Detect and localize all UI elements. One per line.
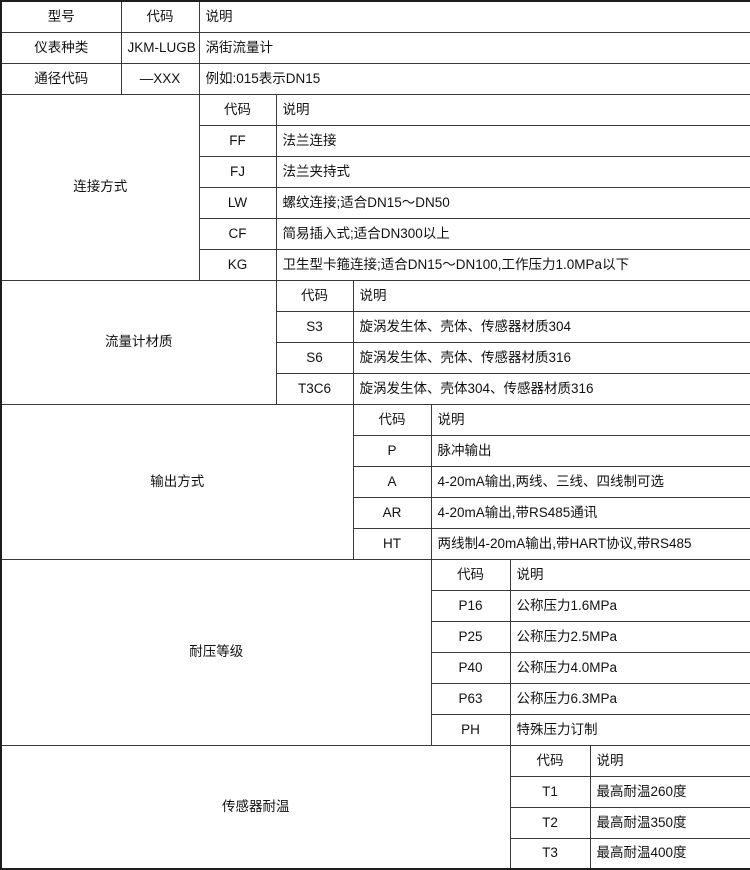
option-code: PH [430,713,511,746]
option-code: CF [198,217,277,250]
option-code: P25 [430,620,511,653]
option-code: HT [352,527,432,560]
option-code: A [352,465,432,498]
section-title: 连接方式 [0,93,200,281]
subheader-desc: 说明 [352,279,750,312]
subheader-code: 代码 [198,93,277,126]
row-code: JKM-LUGB [120,31,200,64]
section-header-row: 输出方式 代码 说明 [0,403,750,560]
section-title: 流量计材质 [0,279,277,405]
section-row: CF 简易插入式;适合DN300以上 [1,217,750,250]
option-desc: 旋涡发生体、壳体304、传感器材质316 [352,372,750,405]
section-row: S3 旋涡发生体、壳体、传感器材质304 [1,310,750,343]
section-row: T3C6 旋涡发生体、壳体304、传感器材质316 [1,372,750,405]
option-code: T2 [509,806,591,839]
option-desc: 卫生型卡箍连接;适合DN15～DN100,工作压力1.0MPa以下 [275,248,750,281]
table-row: 仪表种类 JKM-LUGB 涡街流量计 [0,31,750,64]
option-code: P16 [430,589,511,622]
section-row: P40 公称压力4.0MPa [1,651,750,684]
option-code: S3 [275,310,354,343]
option-desc: 特殊压力订制 [509,713,750,746]
option-code: AR [352,496,432,529]
row-desc: 涡街流量计 [198,31,750,64]
subheader-desc: 说明 [275,93,750,126]
subheader-code: 代码 [430,558,511,591]
option-desc: 公称压力2.5MPa [509,620,750,653]
option-desc: 脉冲输出 [430,434,750,467]
option-desc: 公称压力1.6MPa [509,589,750,622]
option-desc: 简易插入式;适合DN300以上 [275,217,750,250]
option-code: P [352,434,432,467]
section-title: 耐压等级 [0,558,432,746]
section-header-row: 连接方式 代码 说明 [0,93,750,281]
option-code: KG [198,248,277,281]
option-desc: 4-20mA输出,两线、三线、四线制可选 [430,465,750,498]
section-header-row: 耐压等级 代码 说明 [0,558,750,746]
section-row: PH 特殊压力订制 [1,713,750,746]
table-row: 通径代码 —XXX 例如:015表示DN15 [0,62,750,95]
option-code: T3 [509,837,591,870]
header-desc: 说明 [198,0,750,33]
section-title: 输出方式 [0,403,354,560]
option-desc: 两线制4-20mA输出,带HART协议,带RS485 [430,527,750,560]
row-desc: 例如:015表示DN15 [198,62,750,95]
section-header-row: 流量计材质 代码 说明 [0,279,750,405]
subheader-desc: 说明 [430,403,750,436]
option-code: T1 [509,775,591,808]
header-code: 代码 [120,0,200,33]
subheader-code: 代码 [352,403,432,436]
option-desc: 最高耐温350度 [589,806,750,839]
subheader-code: 代码 [509,744,591,777]
option-code: FJ [198,155,277,188]
option-desc: 法兰夹持式 [275,155,750,188]
subheader-desc: 说明 [509,558,750,591]
section-row: P 脉冲输出 [1,434,750,467]
option-desc: 旋涡发生体、壳体、传感器材质316 [352,341,750,374]
option-desc: 法兰连接 [275,124,750,157]
table-header-row: 型号 代码 说明 [0,0,750,33]
option-desc: 4-20mA输出,带RS485通讯 [430,496,750,529]
section-row: T2 最高耐温350度 [1,806,750,839]
subheader-desc: 说明 [589,744,750,777]
section-row: P25 公称压力2.5MPa [1,620,750,653]
option-code: P63 [430,682,511,715]
section-row: LW 螺纹连接;适合DN15～DN50 [1,186,750,219]
subheader-code: 代码 [275,279,354,312]
row-code: —XXX [120,62,200,95]
option-code: T3C6 [275,372,354,405]
section-row: T1 最高耐温260度 [1,775,750,808]
option-code: P40 [430,651,511,684]
row-model: 仪表种类 [0,31,122,64]
option-desc: 公称压力6.3MPa [509,682,750,715]
section-row: P63 公称压力6.3MPa [1,682,750,715]
section-row: HT 两线制4-20mA输出,带HART协议,带RS485 [1,527,750,560]
option-code: S6 [275,341,354,374]
option-desc: 螺纹连接;适合DN15～DN50 [275,186,750,219]
option-desc: 旋涡发生体、壳体、传感器材质304 [352,310,750,343]
section-row: S6 旋涡发生体、壳体、传感器材质316 [1,341,750,374]
option-code: LW [198,186,277,219]
option-code: FF [198,124,277,157]
option-desc: 最高耐温400度 [589,837,750,870]
option-desc: 公称压力4.0MPa [509,651,750,684]
header-model: 型号 [0,0,122,33]
row-model: 通径代码 [0,62,122,95]
option-desc: 最高耐温260度 [589,775,750,808]
section-title: 传感器耐温 [0,744,511,870]
section-header-row: 传感器耐温 代码 说明 [0,744,750,870]
